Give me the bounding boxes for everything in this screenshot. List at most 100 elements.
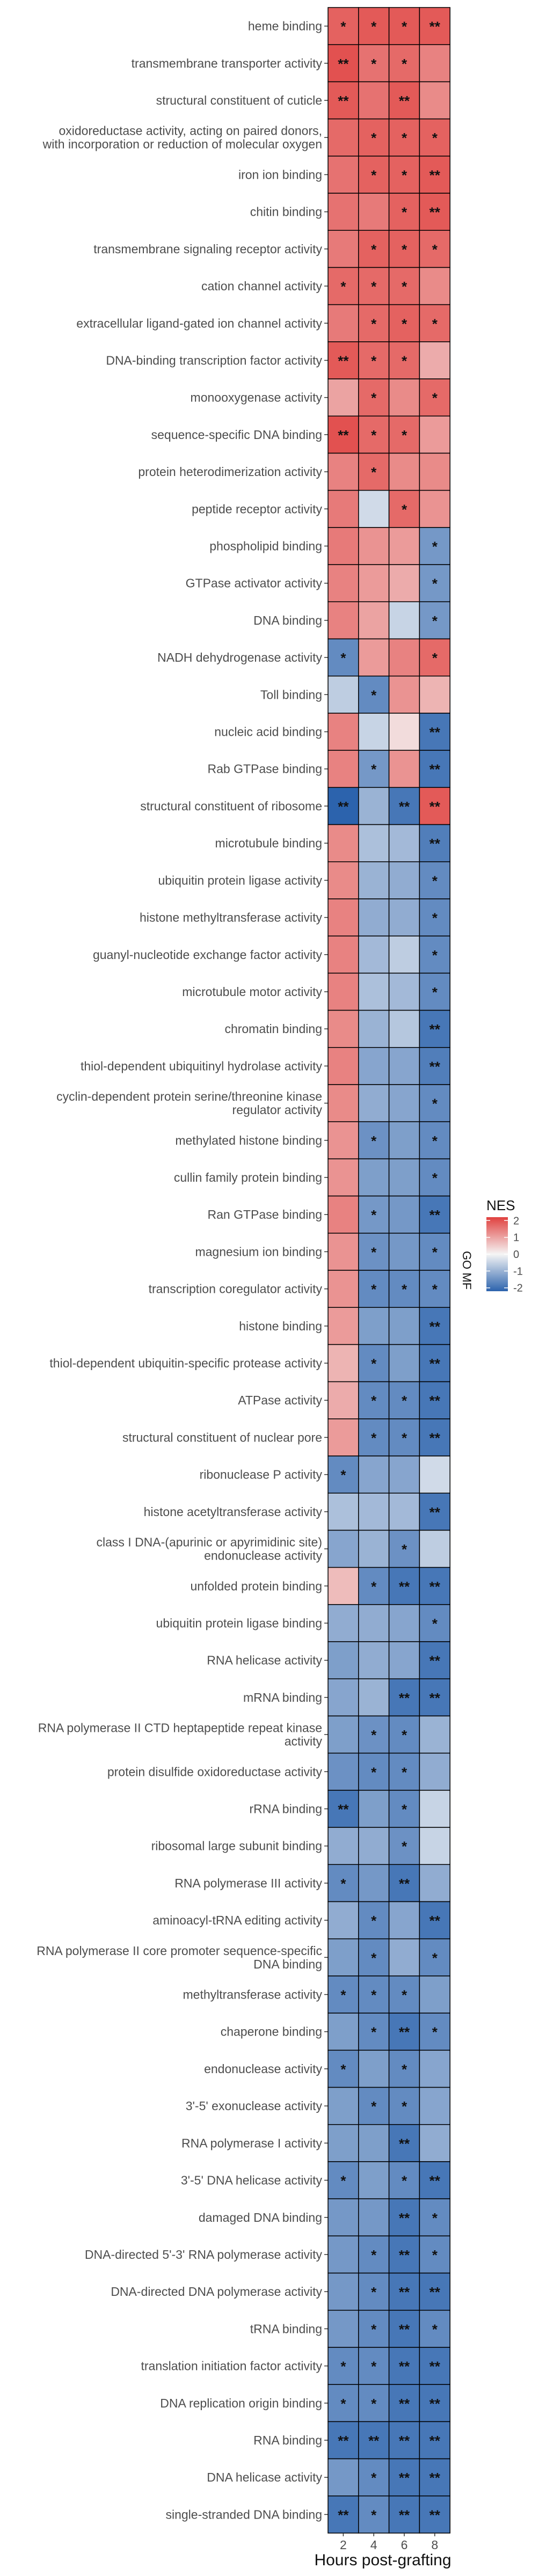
heatmap-cell bbox=[358, 1790, 390, 1828]
significance-mark: * bbox=[371, 316, 377, 332]
legend-tick-label: -1 bbox=[513, 1265, 523, 1277]
significance-mark: ** bbox=[429, 1690, 441, 1706]
row-label-line: RNA binding bbox=[253, 2433, 322, 2447]
significance-mark: ** bbox=[429, 2173, 441, 2189]
heatmap-cell bbox=[388, 935, 420, 974]
heatmap-cell bbox=[388, 750, 420, 788]
row-label: Toll binding bbox=[260, 687, 322, 701]
row-label: single-stranded DNA binding bbox=[165, 2507, 322, 2521]
significance-mark: * bbox=[402, 1282, 407, 1298]
row-label-line: microtubule motor activity bbox=[182, 985, 322, 999]
heatmap-cell bbox=[358, 1492, 390, 1531]
heatmap-cell bbox=[358, 564, 390, 603]
significance-mark: ** bbox=[429, 1504, 441, 1520]
heatmap-cell bbox=[327, 1864, 359, 1902]
heatmap-cell bbox=[388, 81, 420, 120]
significance-mark: ** bbox=[399, 2135, 410, 2151]
row-label: sequence-specific DNA binding bbox=[151, 428, 322, 442]
heatmap-cell bbox=[419, 787, 450, 825]
row-label: NADH dehydrogenase activity bbox=[157, 650, 322, 664]
heatmap-cell bbox=[358, 118, 390, 157]
x-axis-title: Hours post-grafting bbox=[314, 2551, 451, 2569]
significance-mark: ** bbox=[429, 1058, 441, 1074]
heatmap-cell bbox=[358, 787, 390, 825]
heatmap-cell bbox=[388, 378, 420, 417]
heatmap-cell bbox=[358, 1307, 390, 1345]
row-label: cullin family protein binding bbox=[174, 1170, 322, 1184]
row-label-line: cation channel activity bbox=[201, 279, 323, 293]
heatmap-cell bbox=[358, 193, 390, 231]
significance-mark: ** bbox=[399, 2396, 410, 2412]
row-label: histone acetyltransferase activity bbox=[144, 1505, 323, 1519]
heatmap-cell bbox=[327, 378, 359, 417]
heatmap-cell bbox=[327, 1158, 359, 1197]
significance-mark: * bbox=[432, 1950, 438, 1966]
row-label: class I DNA-(apurinic or apyrimidinic si… bbox=[97, 1535, 323, 1563]
heatmap-cell bbox=[388, 898, 420, 936]
row-label-line: 3'-5' exonuclease activity bbox=[186, 2099, 323, 2113]
row-label: GTPase activator activity bbox=[186, 576, 323, 590]
row-label-line: monooxygenase activity bbox=[191, 391, 323, 405]
heatmap-cell bbox=[388, 713, 420, 751]
row-label-line: tRNA binding bbox=[250, 2322, 322, 2336]
heatmap-cell bbox=[419, 489, 450, 528]
heatmap-cell bbox=[388, 1195, 420, 1234]
row-label: Rab GTPase binding bbox=[207, 762, 322, 776]
heatmap-cell bbox=[419, 415, 450, 454]
heatmap-cell bbox=[419, 2347, 450, 2385]
significance-mark: ** bbox=[399, 93, 410, 109]
heatmap-cell bbox=[327, 972, 359, 1011]
heatmap-cell bbox=[358, 2198, 390, 2237]
row-label: methyltransferase activity bbox=[183, 1988, 323, 2002]
significance-mark: * bbox=[371, 167, 377, 183]
heatmap-cell bbox=[327, 489, 359, 528]
significance-mark: * bbox=[340, 279, 346, 295]
heatmap-cell bbox=[358, 1455, 390, 1494]
heatmap-cell bbox=[419, 2496, 450, 2534]
heatmap-cell bbox=[419, 304, 450, 342]
heatmap-cell bbox=[327, 2496, 359, 2534]
heatmap-cell bbox=[358, 1975, 390, 2014]
heatmap-cell bbox=[327, 415, 359, 454]
heatmap-cell bbox=[327, 1270, 359, 1308]
row-label: translation initiation factor activity bbox=[141, 2359, 323, 2373]
significance-mark: ** bbox=[429, 836, 441, 852]
significance-mark: * bbox=[371, 2024, 377, 2040]
significance-mark: * bbox=[432, 1096, 438, 1112]
heatmap-cell bbox=[388, 2161, 420, 2199]
row-label: structural constituent of ribosome bbox=[140, 799, 322, 813]
heatmap-cell bbox=[388, 156, 420, 194]
row-label-line: RNA polymerase II core promoter sequence… bbox=[37, 1944, 322, 1958]
heatmap-cell bbox=[327, 81, 359, 120]
row-label: 3'-5' exonuclease activity bbox=[186, 2099, 323, 2113]
row-label: chromatin binding bbox=[224, 1022, 322, 1036]
heatmap-cell bbox=[388, 489, 420, 528]
heatmap-cell bbox=[388, 1009, 420, 1048]
heatmap-cell bbox=[388, 415, 420, 454]
row-label-line: protein disulfide oxidoreductase activit… bbox=[107, 1765, 323, 1779]
row-label-line: guanyl-nucleotide exchange factor activi… bbox=[93, 948, 323, 962]
significance-mark: ** bbox=[399, 2247, 410, 2263]
significance-mark: * bbox=[432, 613, 438, 629]
significance-mark: * bbox=[340, 2061, 346, 2077]
significance-mark: * bbox=[371, 2507, 377, 2523]
heatmap-cell bbox=[388, 1938, 420, 1977]
significance-mark: * bbox=[402, 1801, 407, 1817]
significance-mark: * bbox=[432, 130, 438, 146]
significance-mark: * bbox=[402, 241, 407, 258]
row-label-line: transcription coregulator activity bbox=[149, 1282, 323, 1296]
heatmap-cell bbox=[419, 1121, 450, 1160]
row-label-line: ribonuclease P activity bbox=[200, 1468, 323, 1482]
heatmap-cell bbox=[327, 2458, 359, 2497]
significance-mark: * bbox=[432, 2024, 438, 2040]
significance-mark: * bbox=[371, 762, 377, 778]
heatmap-cell bbox=[358, 750, 390, 788]
significance-mark: * bbox=[432, 2247, 438, 2263]
significance-mark: ** bbox=[399, 2507, 410, 2523]
row-label: guanyl-nucleotide exchange factor activi… bbox=[93, 948, 323, 962]
row-label-line: extracellular ligand-gated ion channel a… bbox=[76, 316, 322, 330]
heatmap-cell bbox=[327, 2087, 359, 2125]
heatmap-cell bbox=[327, 527, 359, 565]
significance-mark: ** bbox=[399, 2024, 410, 2040]
significance-marks: * * * **** * *** *** * ** * *** *** * ** * ** * *** * ** ***… bbox=[338, 19, 441, 2523]
